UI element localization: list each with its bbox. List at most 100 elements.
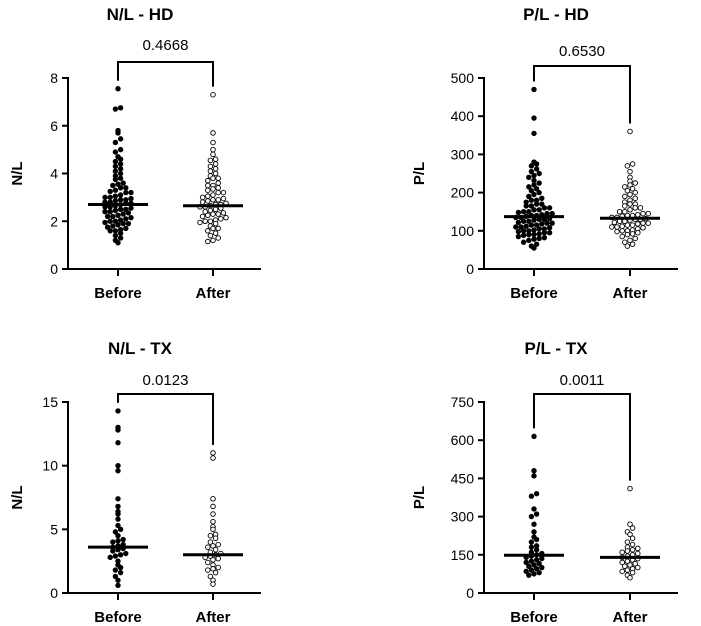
data-point	[210, 146, 216, 153]
data-point	[640, 224, 646, 231]
x-category-label: After	[195, 609, 230, 626]
significance-bracket	[533, 65, 631, 124]
data-point	[619, 549, 625, 556]
data-point	[210, 197, 216, 203]
data-point	[107, 208, 113, 215]
y-axis-label: P/L	[411, 162, 428, 185]
data-point	[199, 199, 206, 205]
y-tick-label: 300	[451, 509, 475, 525]
data-point	[112, 193, 119, 199]
data-point	[210, 518, 216, 525]
data-point	[645, 220, 651, 226]
data-point	[212, 230, 219, 236]
data-point	[635, 564, 641, 571]
data-point	[629, 541, 636, 548]
data-point	[215, 185, 221, 191]
data-point	[125, 220, 132, 227]
data-point	[210, 455, 216, 461]
data-point	[528, 222, 535, 228]
data-point	[212, 161, 219, 167]
data-point	[110, 213, 116, 220]
data-point	[629, 231, 636, 237]
chart-panel-1: N/L - HD N/L 0 2 4 6 8 Before After 0.4668	[9, 5, 261, 302]
data-point	[220, 210, 227, 216]
data-point	[531, 207, 537, 213]
data-point	[117, 197, 124, 203]
data-point	[627, 485, 633, 492]
data-point	[107, 218, 113, 224]
data-point	[117, 526, 124, 533]
data-point	[117, 175, 124, 181]
data-point	[110, 548, 116, 554]
data-point	[531, 217, 537, 223]
data-point	[117, 192, 124, 198]
data-point	[112, 207, 119, 214]
y-tick-label: 0	[466, 261, 474, 277]
data-point	[523, 223, 529, 229]
data-point	[611, 219, 618, 226]
data-point	[531, 433, 537, 440]
data-point	[215, 211, 221, 217]
data-point	[117, 217, 124, 223]
data-point	[632, 235, 638, 242]
y-tick-label: 2	[50, 213, 58, 229]
data-point	[107, 228, 113, 234]
data-point	[528, 197, 535, 203]
data-point	[549, 220, 555, 226]
y-tick-label: 400	[451, 108, 475, 124]
y-tick-label: 300	[451, 146, 475, 162]
data-point	[123, 225, 129, 232]
significance-bracket	[117, 61, 214, 87]
data-point	[526, 231, 532, 238]
data-point	[107, 554, 113, 561]
data-point	[637, 205, 644, 211]
data-point	[531, 227, 537, 233]
data-point	[539, 195, 545, 202]
chart-panel-4: P/L - TX P/L 0 150 300 450 600 750 Before After 0.…	[411, 339, 678, 626]
data-point	[533, 536, 540, 543]
data-point	[210, 496, 216, 502]
data-point	[539, 201, 545, 207]
data-point	[210, 237, 216, 244]
data-point	[624, 567, 631, 573]
data-point	[528, 187, 535, 194]
data-point	[117, 185, 124, 191]
data-point	[112, 218, 119, 224]
data-point	[531, 177, 537, 184]
data-point	[520, 239, 527, 245]
y-axis-label: N/L	[9, 161, 26, 185]
data-point	[523, 559, 529, 566]
data-point	[531, 231, 537, 238]
data-point	[205, 198, 211, 204]
data-point	[539, 221, 545, 227]
data-point	[640, 210, 646, 217]
data-point	[112, 573, 119, 580]
data-point	[115, 462, 121, 469]
data-point	[528, 544, 535, 550]
data-point	[212, 165, 219, 172]
chart-title: P/L - HD	[523, 5, 589, 24]
data-point	[210, 503, 216, 510]
data-point	[128, 189, 134, 196]
data-point	[117, 206, 124, 213]
data-point	[629, 546, 636, 553]
data-point	[531, 172, 537, 179]
data-point	[627, 128, 633, 135]
data-point	[220, 189, 227, 196]
data-point	[112, 106, 119, 112]
y-tick-label: 8	[50, 70, 58, 86]
data-point	[205, 177, 211, 184]
data-point	[531, 571, 537, 577]
y-tick-label: 200	[451, 185, 475, 201]
data-point	[210, 139, 216, 146]
data-point	[533, 186, 540, 192]
data-point	[627, 562, 633, 568]
data-point	[533, 566, 540, 572]
data-point	[215, 180, 221, 186]
data-point	[635, 212, 641, 218]
data-point	[123, 550, 129, 557]
data-point	[120, 211, 126, 217]
data-point	[112, 139, 119, 146]
y-axis-label: P/L	[411, 486, 428, 509]
